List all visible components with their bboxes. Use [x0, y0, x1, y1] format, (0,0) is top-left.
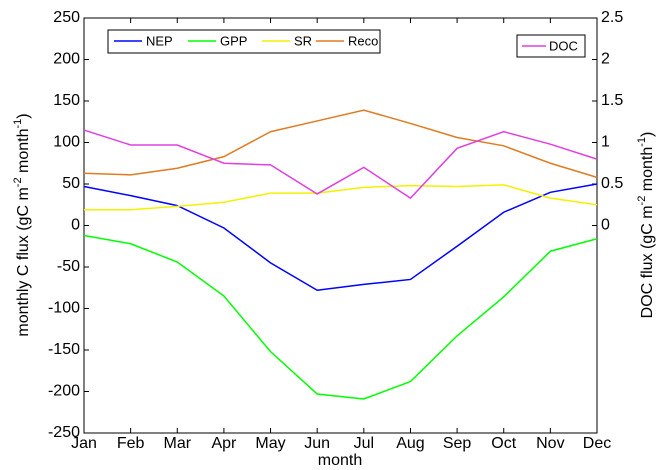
legend-label: DOC [549, 38, 578, 53]
x-tick-label: Dec [583, 435, 611, 452]
y-tick-label: -50 [57, 258, 80, 275]
x-tick-label: Jul [354, 435, 374, 452]
y-tick-label: 100 [53, 134, 80, 151]
legend-label: SR [294, 33, 312, 48]
y-tick-label: -150 [48, 341, 80, 358]
y2-tick-label: 1.5 [601, 92, 623, 109]
y2-tick-label: 2.5 [601, 9, 623, 26]
y2-tick-label: 0.5 [601, 175, 623, 192]
x-axis-label: month [318, 452, 362, 469]
label-part: monthly C flux (gC m [15, 187, 32, 336]
label-part: month [15, 129, 32, 178]
x-tick-label: Feb [117, 435, 145, 452]
legend-label: GPP [220, 33, 247, 48]
y2-tick-label: 1 [601, 134, 610, 151]
y2-tick-label: 2 [601, 51, 610, 68]
series-line [83, 109, 598, 179]
superscript: -1 [636, 137, 648, 147]
x-tick-label: Jun [304, 435, 330, 452]
x-tick-label: Mar [163, 435, 191, 452]
label-part: ) [639, 132, 656, 137]
y-tick-label: 50 [62, 175, 80, 192]
x-tick-label: Jan [71, 435, 97, 452]
superscript: -2 [636, 196, 648, 206]
x-tick-label: Aug [396, 435, 424, 452]
x-tick-label: Nov [536, 435, 564, 452]
label-part: DOC flux (gC m [639, 205, 656, 318]
superscript: -1 [12, 119, 24, 129]
series-line [83, 183, 598, 292]
legend-label: Reco [348, 33, 378, 48]
x-tick-label: May [255, 435, 285, 452]
y-tick-label: 250 [53, 9, 80, 26]
plot-frame [83, 17, 598, 434]
x-tick-label: Oct [491, 435, 516, 452]
y-tick-label: -250 [48, 424, 80, 441]
y-tick-label: 200 [53, 51, 80, 68]
y-tick-label: -200 [48, 383, 80, 400]
y-tick-label: -100 [48, 300, 80, 317]
y-tick-label: 150 [53, 92, 80, 109]
y2-tick-label: 0 [601, 217, 610, 234]
legend-box [107, 29, 381, 54]
series-line [84, 184, 598, 211]
label-part: ) [15, 113, 32, 118]
y2-axis-label: DOC flux (gC m-2 month-1) [636, 132, 656, 319]
legend-label: NEP [146, 33, 173, 48]
y-tick-label: 0 [71, 217, 80, 234]
label-part: month [639, 147, 656, 196]
x-tick-label: Apr [211, 435, 237, 452]
x-tick-label: Sep [443, 435, 472, 452]
legend-box [516, 34, 586, 58]
series-line [83, 234, 598, 400]
superscript: -2 [12, 177, 24, 187]
y-axis-label: monthly C flux (gC m-2 month-1) [12, 113, 32, 336]
series-line [83, 129, 598, 200]
